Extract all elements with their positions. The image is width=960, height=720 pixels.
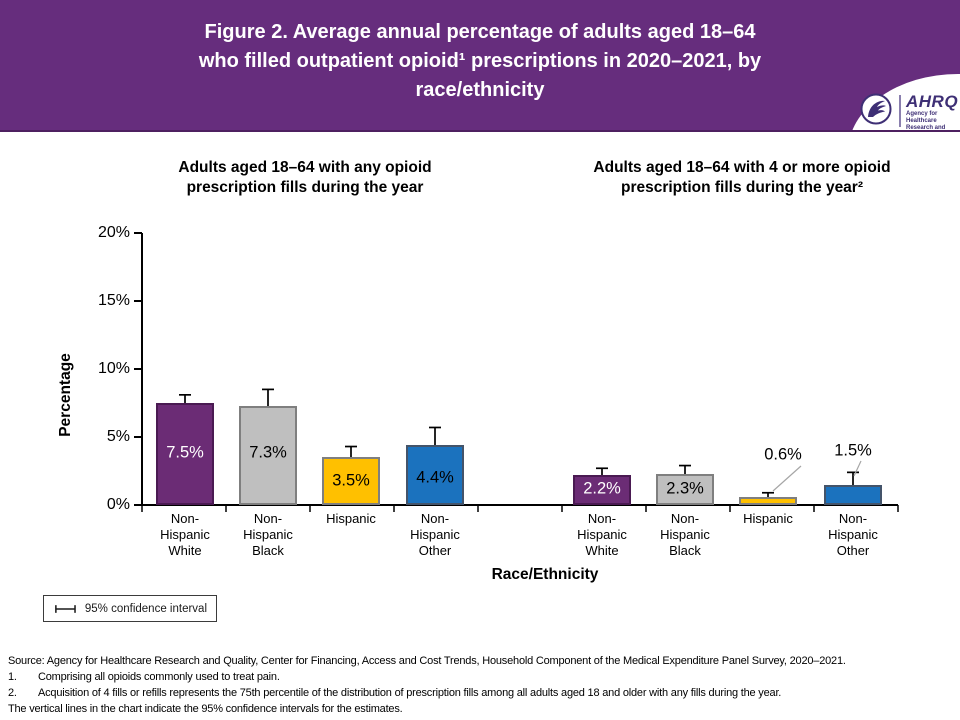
x-category-label: Non-Hispanic White (160, 511, 210, 558)
logo-divider (899, 95, 901, 127)
logo-tagline-line-2: Research and Quality (906, 125, 946, 131)
x-axis-title: Race/Ethnicity (491, 566, 599, 583)
bar-value-label: 7.5% (166, 443, 204, 462)
footnote-1-number: 1. (8, 671, 17, 683)
bar-value-label: 2.3% (666, 479, 704, 498)
footnote-2: 2. Acquisition of 4 fills or refills repr… (8, 685, 954, 701)
bar-value-label: 1.5% (834, 441, 872, 460)
figure-title-line-3: race/ethnicity (415, 79, 545, 101)
bar (322, 457, 380, 505)
footnote-2-number: 2. (8, 687, 17, 699)
bar-value-label: 7.3% (249, 443, 287, 462)
y-tick-label: 5% (106, 428, 130, 445)
logo-tagline-line-1: Agency for Healthcare (906, 111, 938, 124)
y-tick-label: 15% (97, 292, 130, 309)
ahrq-logo: AHRQ Agency for Healthcare Research and … (906, 92, 960, 131)
y-tick-label: 20% (97, 224, 130, 241)
x-category-label: Non-Hispanic Other (410, 511, 460, 558)
footnote-1-text: Comprising all opioids commonly used to … (38, 671, 280, 683)
logo-tagline: Agency for Healthcare Research and Quali… (906, 111, 960, 131)
x-category-label: Hispanic (326, 511, 376, 526)
legend-label: 95% confidence interval (84, 602, 207, 615)
leader-line (853, 460, 862, 477)
figure-title: Figure 2. Average annual percentage of a… (0, 0, 960, 105)
hhs-eagle-icon (860, 93, 892, 125)
x-category-label: Non-Hispanic Other (828, 511, 878, 558)
ci-note: The vertical lines in the chart indicate… (8, 703, 403, 715)
leader-line (772, 465, 802, 492)
bar-value-label: 4.4% (416, 468, 454, 487)
bar-value-label: 3.5% (332, 471, 370, 490)
bar (239, 405, 297, 505)
figure-title-line-2: who filled outpatient opioid¹ prescripti… (198, 50, 762, 72)
bar (824, 484, 882, 505)
figure-footnotes: Source: Agency for Healthcare Research a… (8, 653, 954, 717)
footnote-1: 1. Comprising all opioids commonly used t… (8, 669, 954, 685)
panel-title-any-fills: Adults aged 18–64 with any opioid prescr… (178, 159, 432, 196)
x-category-label: Non-Hispanic Black (660, 511, 710, 558)
bar-value-label: 2.2% (583, 479, 621, 498)
bar-value-label: 0.6% (764, 445, 802, 464)
bar (739, 496, 797, 505)
x-category-label: Non-Hispanic Black (243, 511, 293, 558)
figure-header: Figure 2. Average annual percentage of a… (0, 0, 960, 132)
error-bar-icon (55, 604, 76, 613)
bar (656, 473, 714, 505)
x-category-label: Non-Hispanic White (577, 511, 627, 558)
x-category-label: Hispanic (743, 511, 793, 526)
logo-acronym: AHRQ (906, 92, 959, 111)
y-tick-label: 10% (97, 360, 130, 377)
panel-title-4plus-fills: Adults aged 18–64 with 4 or more opioid … (593, 159, 891, 196)
confidence-interval-legend: 95% confidence interval (43, 595, 217, 622)
bar (573, 475, 631, 505)
source-line: Source: Agency for Healthcare Research a… (8, 655, 846, 667)
figure-title-line-1: Figure 2. Average annual percentage of a… (204, 21, 756, 43)
bar (156, 403, 214, 505)
footnote-2-text: Acquisition of 4 fills or refills repres… (38, 687, 782, 699)
y-tick-label: 0% (106, 496, 130, 513)
bar (406, 445, 464, 505)
